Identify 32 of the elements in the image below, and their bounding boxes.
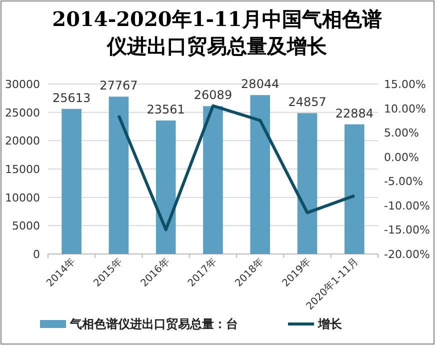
y2-tick-label: -15.00% (384, 224, 430, 237)
y-tick-label: 30000 (5, 78, 40, 91)
bar (62, 108, 82, 254)
bar (156, 120, 176, 254)
data-label: 27767 (100, 78, 138, 93)
y2-tick-label: -5.00% (384, 175, 423, 188)
legend-label: 增长 (317, 317, 343, 331)
y2-tick-label: 5.00% (384, 126, 419, 140)
y-tick-label: 5000 (12, 220, 40, 233)
y-tick-label: 25000 (5, 106, 40, 120)
bar (108, 96, 129, 254)
data-label: 28044 (241, 77, 280, 92)
data-label: 26089 (194, 88, 232, 102)
bar (203, 106, 223, 254)
y-tick-label: 10000 (5, 191, 40, 204)
bar (250, 95, 270, 254)
data-label: 22884 (335, 106, 374, 120)
bar (297, 113, 318, 254)
data-label: 23561 (146, 102, 185, 116)
data-label: 24857 (288, 95, 326, 110)
y2-tick-label: -10.00% (384, 199, 430, 212)
y-tick-label: 15000 (5, 163, 40, 176)
data-label: 25613 (52, 90, 91, 105)
bar (344, 124, 364, 254)
y2-tick-label: 0.00% (384, 150, 419, 164)
y-tick-label: 20000 (5, 134, 40, 148)
title: 2014-2020年1-11月中国气相色谱仪进出口贸易总量及增长 (52, 7, 382, 58)
y2-tick-label: 15.00% (384, 78, 426, 91)
y2-tick-label: 10.00% (384, 102, 426, 116)
y2-tick-label: -20.00% (384, 248, 430, 261)
y-tick-label: 0 (33, 248, 40, 261)
legend-label: 气相色谱仪进出口贸易总量：台 (69, 317, 238, 331)
